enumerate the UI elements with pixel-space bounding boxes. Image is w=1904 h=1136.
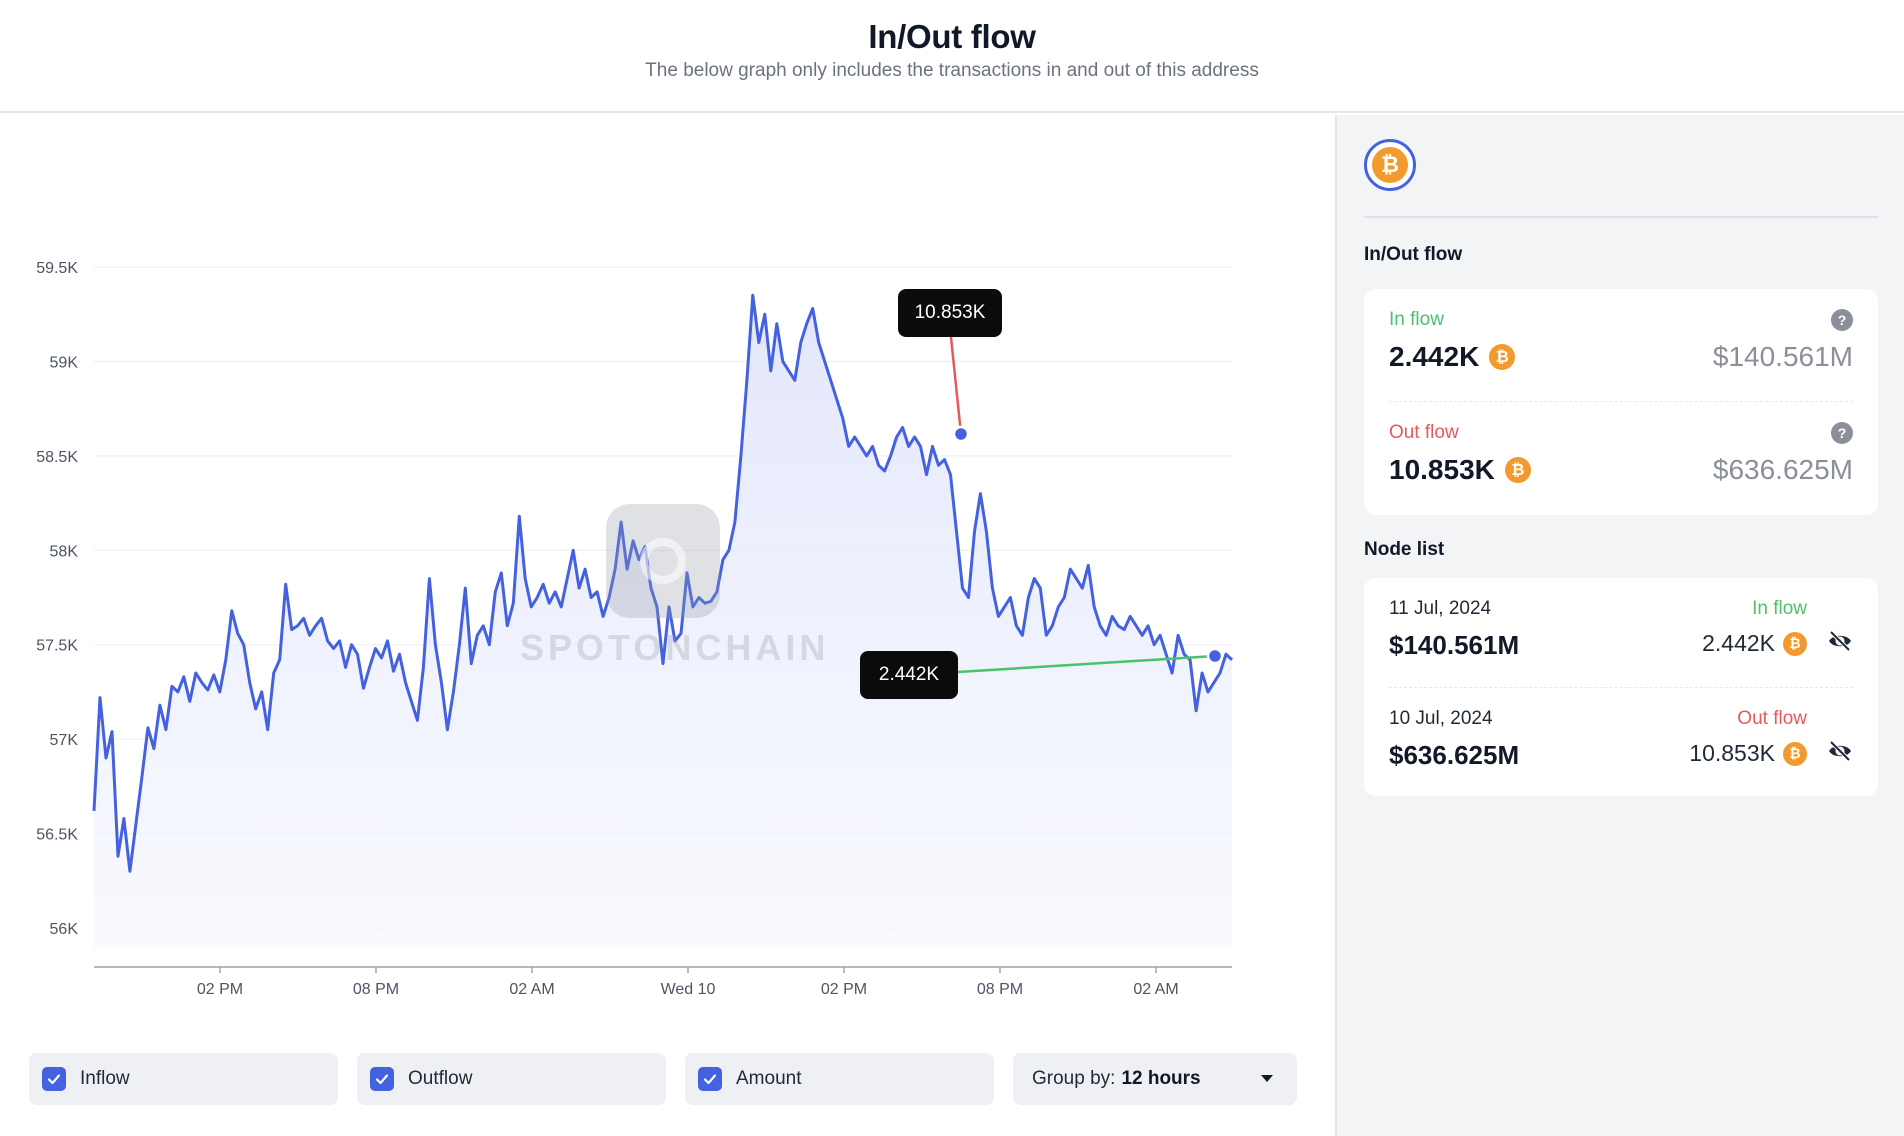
inflow-connector bbox=[957, 654, 1216, 674]
inout-section-title: In/Out flow bbox=[1364, 244, 1463, 265]
node-list-card: 11 Jul, 2024 $140.561M In flow 2.442K ₿ … bbox=[1364, 578, 1878, 796]
outflow-usd: $636.625M bbox=[1712, 454, 1853, 485]
x-tick-label: 08 PM bbox=[977, 981, 1023, 995]
help-icon[interactable]: ? bbox=[1831, 422, 1853, 444]
flow-chart: 56K 56.5K 57K 57.5K 58K 58.5K 59K 59.5K 02 PM 08 … bbox=[0, 115, 1335, 1136]
side-panel: ₿ In/Out flow In flow ? 2.442K ₿ $140.56… bbox=[1335, 115, 1904, 1136]
outflow-label: Out flow bbox=[1389, 422, 1459, 443]
x-tick-label: 02 PM bbox=[197, 981, 243, 995]
x-tick-label: 02 AM bbox=[1133, 981, 1178, 995]
y-tick-label: 57.5K bbox=[36, 638, 78, 655]
caret-down-icon bbox=[1261, 1075, 1273, 1082]
group-by-select[interactable]: Group by: 12 hours bbox=[1013, 1053, 1297, 1105]
outflow-tooltip: 10.853K bbox=[898, 289, 1002, 337]
inflow-checkbox[interactable] bbox=[42, 1067, 66, 1091]
node-kind: In flow bbox=[1752, 598, 1807, 619]
group-by-label: Group by: bbox=[1032, 1068, 1116, 1089]
help-icon[interactable]: ? bbox=[1831, 309, 1853, 331]
x-tick-label: 02 PM bbox=[821, 981, 867, 995]
amount-checkbox[interactable] bbox=[698, 1067, 722, 1091]
outflow-connector bbox=[949, 336, 963, 435]
group-by-value: 12 hours bbox=[1121, 1068, 1201, 1089]
bitcoin-icon: ₿ bbox=[1504, 457, 1531, 483]
y-tick-label: 58.5K bbox=[36, 449, 78, 466]
x-tick-label: 02 AM bbox=[509, 981, 554, 995]
row-divider bbox=[1389, 687, 1853, 688]
outflow-amount-value: 10.853K bbox=[1389, 454, 1495, 485]
node-date: 11 Jul, 2024 bbox=[1389, 598, 1492, 619]
inflow-usd: $140.561M bbox=[1712, 341, 1853, 372]
watermark-logo bbox=[606, 504, 720, 618]
outflow-marker bbox=[952, 425, 970, 443]
x-tick-label: 08 PM bbox=[353, 981, 399, 995]
page-title: In/Out flow bbox=[868, 18, 1036, 55]
node-usd: $636.625M bbox=[1389, 740, 1520, 770]
outflow-amount: 10.853K ₿ bbox=[1389, 454, 1531, 486]
amount-toggle-label: Amount bbox=[736, 1068, 802, 1089]
amount-toggle[interactable]: Amount bbox=[685, 1053, 994, 1105]
node-kind: Out flow bbox=[1737, 708, 1807, 729]
inflow-label: In flow bbox=[1389, 309, 1444, 330]
watermark-text: SPOTONCHAIN bbox=[520, 627, 830, 668]
y-tick-label: 57K bbox=[50, 732, 79, 749]
node-date: 10 Jul, 2024 bbox=[1389, 708, 1493, 729]
node-amount: 10.853K ₿ bbox=[1689, 740, 1807, 767]
bitcoin-icon: ₿ bbox=[1372, 147, 1408, 183]
node-amount-value: 10.853K bbox=[1689, 740, 1775, 766]
checkmark-icon bbox=[703, 1074, 717, 1085]
checkmark-icon bbox=[47, 1074, 61, 1085]
area-fill bbox=[94, 295, 1232, 948]
inflow-amount-value: 2.442K bbox=[1389, 341, 1480, 372]
inflow-amount: 2.442K ₿ bbox=[1389, 341, 1516, 373]
node-usd: $140.561M bbox=[1389, 630, 1520, 660]
y-tick-label: 58K bbox=[50, 543, 79, 560]
outflow-toggle-label: Outflow bbox=[408, 1068, 473, 1089]
checkmark-icon bbox=[375, 1074, 389, 1085]
inflow-tooltip: 2.442K bbox=[860, 651, 958, 699]
row-divider bbox=[1389, 401, 1853, 402]
x-tick-label: Wed 10 bbox=[661, 981, 716, 995]
flow-summary-card: In flow ? 2.442K ₿ $140.561M Out flow ? … bbox=[1364, 289, 1878, 515]
y-tick-label: 56K bbox=[50, 921, 79, 938]
y-tick-label: 56.5K bbox=[36, 827, 78, 844]
page-subtitle: The below graph only includes the transa… bbox=[645, 60, 1259, 81]
side-divider bbox=[1364, 216, 1878, 218]
token-avatar[interactable]: ₿ bbox=[1364, 139, 1416, 191]
outflow-toggle[interactable]: Outflow bbox=[357, 1053, 666, 1105]
y-tick-label: 59K bbox=[50, 354, 79, 371]
node-amount: 2.442K ₿ bbox=[1702, 630, 1807, 657]
outflow-checkbox[interactable] bbox=[370, 1067, 394, 1091]
bitcoin-icon: ₿ bbox=[1783, 741, 1807, 766]
eye-off-icon[interactable] bbox=[1827, 738, 1853, 764]
bitcoin-icon: ₿ bbox=[1489, 344, 1516, 370]
inflow-toggle-label: Inflow bbox=[80, 1068, 130, 1089]
inflow-toggle[interactable]: Inflow bbox=[29, 1053, 338, 1105]
inflow-marker bbox=[1206, 647, 1224, 665]
eye-off-icon[interactable] bbox=[1827, 628, 1853, 654]
y-tick-label: 59.5K bbox=[36, 260, 78, 277]
node-amount-value: 2.442K bbox=[1702, 630, 1775, 656]
node-list-title: Node list bbox=[1364, 539, 1445, 560]
price-line bbox=[92, 293, 1234, 873]
bitcoin-icon: ₿ bbox=[1783, 631, 1807, 656]
page-header: In/Out flow The below graph only include… bbox=[0, 0, 1904, 113]
